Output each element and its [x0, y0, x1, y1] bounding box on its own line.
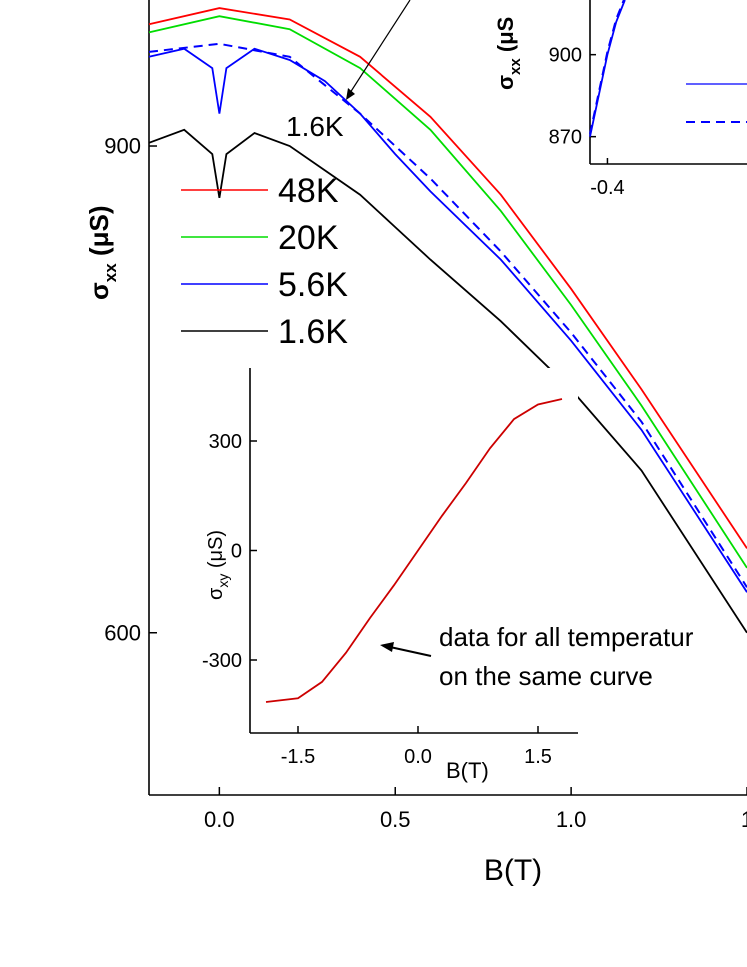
annotation-arrow-head [346, 88, 355, 100]
main-series-group [148, 7, 747, 634]
x-tick-label: 1.0 [556, 807, 587, 832]
main-y-label: σxx (μS) [84, 205, 120, 300]
main-y-ticks: 600 900 [104, 134, 157, 645]
y-tick-label: 870 [549, 127, 582, 149]
x-tick-label: 1.5 [524, 746, 552, 768]
annotation-arrow-line [347, 0, 411, 97]
y-tick-label: -300 [202, 650, 242, 672]
y-tick-label: 300 [209, 431, 242, 453]
inset1-annotation-line-1: data for all temperatur [439, 622, 694, 652]
legend-label: 5.6K [278, 266, 348, 304]
x-tick-label: -1.5 [281, 746, 315, 768]
legend-label: 48K [278, 172, 339, 210]
x-tick-label: -0.4 [590, 177, 624, 199]
main-legend: 48K 20K 5.6K 1.6K [181, 172, 348, 351]
series-line [265, 398, 563, 703]
x-tick-label: 0.5 [380, 807, 411, 832]
annotation-1-6k: 1.6K [286, 111, 344, 142]
inset1-series-group [265, 398, 563, 703]
inset2-background [590, 0, 747, 164]
main-x-ticks: 0.0 0.5 1.0 1 [204, 787, 747, 832]
main-x-label: B(T) [484, 854, 542, 887]
inset1-annotation-arrow-line [389, 646, 432, 657]
inset1-background [250, 368, 578, 733]
x-tick-label: 0.0 [204, 807, 235, 832]
legend-label: 1.6K [278, 313, 348, 351]
y-tick-label: 900 [549, 45, 582, 67]
inset2-y-label: σxx (μS [493, 17, 524, 90]
inset2-series-group [589, 0, 626, 137]
series-line [148, 128, 747, 634]
inset2-x-ticks: -0.4 [590, 158, 625, 199]
inset2-y-ticks: 870 900 [549, 45, 596, 149]
y-tick-label: 600 [104, 620, 141, 645]
series-line [148, 7, 747, 549]
inset1-y-ticks: -300 0 300 [202, 431, 257, 672]
inset1-x-ticks: -1.5 0.0 1.5 [281, 726, 552, 768]
legend-label: 20K [278, 219, 339, 257]
inset-sigma-xx-zoom: 870 900 -0.4 σxx (μS [493, 0, 747, 199]
inset-sigma-xy: -300 0 300 -1.5 0.0 1.5 B(T) σxy (μS) data f… [202, 368, 694, 783]
series-line [148, 42, 747, 588]
series-line [148, 15, 747, 569]
inset1-annotation-line-2: on the same curve [439, 661, 653, 691]
series-line [589, 0, 625, 135]
series-line [148, 47, 747, 593]
y-tick-label: 900 [104, 134, 141, 159]
inset1-annotation-arrow-head [380, 642, 394, 652]
x-tick-label: 1 [741, 807, 747, 832]
y-tick-label: 0 [231, 541, 242, 563]
x-tick-label: 0.0 [404, 746, 432, 768]
inset1-y-label: σxy (μS) [205, 530, 231, 600]
inset1-x-label: B(T) [446, 758, 489, 783]
